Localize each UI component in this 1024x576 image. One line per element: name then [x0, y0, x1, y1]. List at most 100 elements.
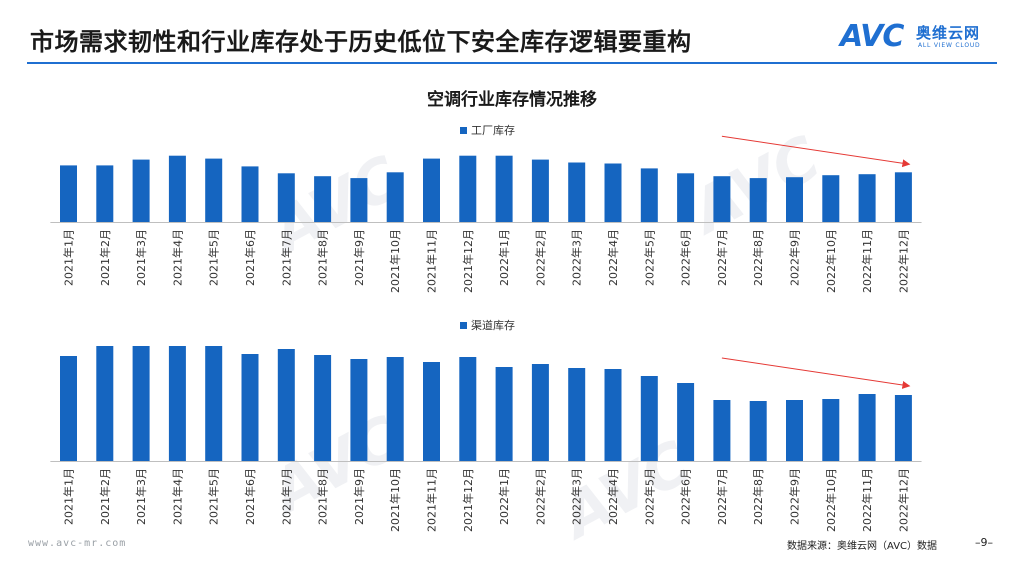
x-tick-label: 2022年5月 — [642, 468, 656, 525]
footer-url: www.avc-mr.com — [28, 538, 127, 549]
bar — [277, 349, 295, 461]
bar — [713, 176, 731, 222]
bar — [604, 163, 622, 222]
x-tick-label: 2022年8月 — [751, 229, 765, 286]
bar — [568, 162, 586, 222]
bar — [277, 173, 295, 223]
x-tick-label: 2021年5月 — [207, 229, 221, 286]
bar — [423, 362, 440, 461]
x-tick-label: 2021年5月 — [207, 468, 221, 525]
bar — [749, 401, 767, 461]
bar — [604, 369, 622, 461]
bar — [822, 399, 840, 461]
bar — [96, 165, 114, 222]
bar — [314, 355, 332, 461]
x-tick-label: 2022年3月 — [570, 229, 584, 286]
bar — [386, 172, 404, 222]
x-tick-label: 2022年4月 — [606, 229, 620, 286]
x-tick-label: 2022年2月 — [533, 229, 547, 286]
page-title: 市场需求韧性和行业库存处于历史低位下安全库存逻辑要重构 — [30, 28, 692, 56]
bar — [459, 357, 477, 461]
bar — [96, 346, 114, 461]
bar — [132, 159, 150, 222]
data-source: 数据来源：奥维云网（AVC）数据 — [787, 541, 938, 552]
x-tick-label: 2022年9月 — [788, 468, 802, 525]
x-tick-label: 2021年9月 — [352, 468, 366, 525]
x-tick-label: 2022年9月 — [788, 229, 802, 286]
page-number: –9– — [975, 536, 993, 549]
trend-arrow — [721, 357, 911, 389]
bar — [894, 172, 912, 222]
x-tick-label: 2022年7月 — [715, 229, 729, 286]
x-tick-label: 2022年12月 — [896, 229, 910, 293]
logo-avc-text: AVC — [840, 19, 904, 54]
channel-inventory-chart: 渠道库存 2021年1月 2021年2月 2021年3月 2021年4月 2021年5月… — [50, 318, 922, 532]
bar — [60, 165, 77, 222]
bar — [459, 155, 477, 222]
bar — [858, 174, 876, 222]
bar — [568, 368, 586, 461]
bar — [205, 158, 223, 222]
x-tick-label: 2022年6月 — [679, 468, 693, 525]
bar — [531, 159, 549, 222]
x-tick-label: 2021年4月 — [170, 468, 184, 525]
trend-arrow — [721, 135, 911, 168]
bar — [822, 175, 840, 222]
x-tick-label: 2021年1月 — [62, 229, 76, 286]
bar — [640, 376, 658, 461]
bar — [786, 400, 803, 461]
bar — [858, 394, 876, 461]
logo-cn-text: 奥维云网 — [916, 24, 981, 42]
bar — [531, 364, 549, 461]
bar — [640, 168, 658, 222]
x-tick-label: 2022年10月 — [824, 229, 838, 293]
avc-logo: AVC 奥维云网 ALL VIEW CLOUD — [840, 20, 1000, 54]
x-tick-label: 2021年12月 — [461, 468, 475, 532]
x-tick-label: 2022年1月 — [497, 468, 511, 525]
x-tick-label: 2021年10月 — [388, 468, 402, 532]
bar — [495, 155, 513, 222]
x-tick-label: 2021年2月 — [98, 468, 112, 525]
bar — [168, 346, 186, 461]
bar — [205, 346, 223, 461]
bar — [168, 155, 186, 222]
x-tick-label: 2022年2月 — [533, 468, 547, 525]
x-tick-label: 2021年11月 — [425, 229, 439, 293]
factory-inventory-chart: 工厂库存 2021年1月 2021年2月 2021年3月 2021年4月 2021年5月… — [50, 123, 922, 293]
x-tick-label: 2021年7月 — [279, 229, 293, 286]
bar — [350, 178, 368, 222]
x-tick-label: 2021年11月 — [425, 468, 439, 532]
x-tick-label: 2021年3月 — [134, 468, 148, 525]
x-tick-label: 2021年6月 — [243, 468, 257, 525]
x-tick-label: 2021年7月 — [279, 468, 293, 525]
bar — [713, 400, 731, 461]
x-tick-label: 2022年7月 — [715, 468, 729, 525]
x-tick-label: 2022年10月 — [824, 468, 838, 532]
x-tick-label: 2022年5月 — [642, 229, 656, 286]
x-tick-label: 2022年8月 — [751, 468, 765, 525]
bar — [677, 173, 695, 223]
x-tick-label: 2022年6月 — [679, 229, 693, 286]
bar — [241, 166, 259, 222]
legend-swatch — [460, 322, 467, 329]
x-tick-label: 2022年3月 — [570, 468, 584, 525]
x-tick-label: 2021年2月 — [98, 229, 112, 286]
legend-label: 工厂库存 — [471, 123, 515, 137]
x-tick-label: 2021年9月 — [352, 229, 366, 286]
bar — [423, 158, 440, 222]
x-tick-label: 2021年4月 — [170, 229, 184, 286]
x-tick-label: 2022年1月 — [497, 229, 511, 286]
x-tick-label: 2021年12月 — [461, 229, 475, 293]
x-tick-label: 2021年1月 — [62, 468, 76, 525]
bar — [677, 383, 695, 461]
bar — [241, 354, 259, 461]
x-tick-label: 2021年10月 — [388, 229, 402, 293]
logo-en-text: ALL VIEW CLOUD — [918, 42, 981, 49]
x-tick-label: 2022年11月 — [860, 229, 874, 293]
legend-swatch — [460, 127, 467, 134]
x-tick-label: 2022年12月 — [896, 468, 910, 532]
x-tick-label: 2022年4月 — [606, 468, 620, 525]
bar — [894, 395, 912, 461]
bar — [749, 178, 767, 222]
